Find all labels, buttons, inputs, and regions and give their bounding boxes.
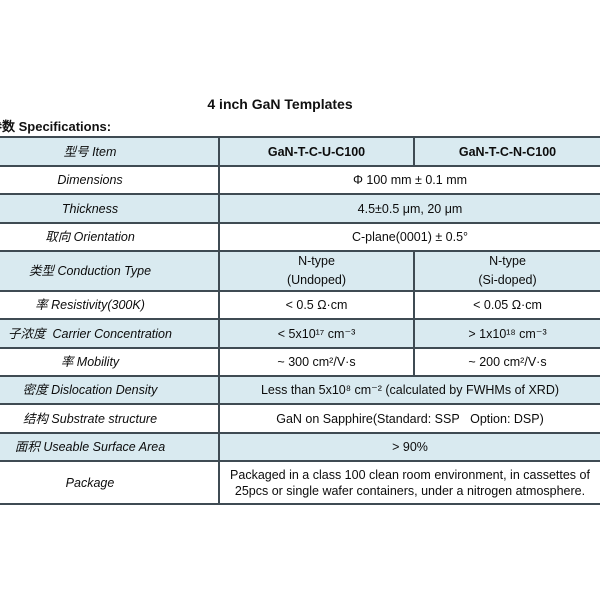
spec-value-resistivity-b: < 0.05 Ω·cm [413,290,600,320]
spec-value-conduction-b: N-type (Si-doped) [413,250,600,292]
table-row-mobility: 率 Mobility ~ 300 cm²/V·s ~ 200 cm²/V·s [0,347,600,377]
conduction-b-line2: (Si-doped) [478,273,537,287]
spec-value-substrate-structure: GaN on Sapphire(Standard: SSP Option: DS… [218,403,600,434]
table-row-resistivity: 率 Resistivity(300K) < 0.5 Ω·cm < 0.05 Ω·… [0,290,600,320]
page-title: 4 inch GaN Templates [207,96,353,112]
spec-label-carrier-concentration: 子浓度 Carrier Concentration [0,318,220,349]
table-row-orientation: 取向 Orientation C-plane(0001) ± 0.5° [0,222,600,252]
spec-value-dimensions: Φ 100 mm ± 0.1 mm [218,165,600,195]
header-item-label: 型号 Item [0,136,220,167]
spec-label-useable-surface-area: 面积 Useable Surface Area [0,432,220,462]
package-line1: Packaged in a class 100 clean room envir… [230,467,590,482]
spec-value-package: Packaged in a class 100 clean room envir… [218,460,600,505]
spec-value-mobility-b: ~ 200 cm²/V·s [413,347,600,377]
spec-value-carrier-a: < 5x10¹⁷ cm⁻³ [218,318,415,349]
table-row-useable-surface-area: 面积 Useable Surface Area > 90% [0,432,600,462]
table-row-substrate-structure: 结构 Substrate structure GaN on Sapphire(S… [0,403,600,434]
table-row-conduction-type: 类型 Conduction Type N-type (Undoped) N-ty… [0,250,600,292]
spec-value-orientation: C-plane(0001) ± 0.5° [218,222,600,252]
spec-value-mobility-a: ~ 300 cm²/V·s [218,347,415,377]
package-line2: 25pcs or single wafer containers, under … [234,483,586,498]
table-row-thickness: Thickness 4.5±0.5 μm, 20 μm [0,193,600,224]
spec-value-carrier-b: > 1x10¹⁸ cm⁻³ [413,318,600,349]
spec-label-conduction-type: 类型 Conduction Type [0,250,220,292]
table-row-carrier-concentration: 子浓度 Carrier Concentration < 5x10¹⁷ cm⁻³ … [0,318,600,349]
spec-value-useable-surface-area: > 90% [218,432,600,462]
spec-value-resistivity-a: < 0.5 Ω·cm [218,290,415,320]
conduction-b-line1: N-type [489,254,526,268]
table-row-dislocation-density: 密度 Dislocation Density Less than 5x10⁸ c… [0,375,600,405]
conduction-a-line1: N-type [298,254,335,268]
column-header-model-b: GaN-T-C-N-C100 [413,136,600,167]
specifications-table: 型号 Item GaN-T-C-U-C100 GaN-T-C-N-C100 Di… [0,136,600,505]
spec-value-thickness: 4.5±0.5 μm, 20 μm [218,193,600,224]
spec-label-thickness: Thickness [0,193,220,224]
conduction-a-line2: (Undoped) [286,273,347,287]
spec-label-dislocation-density: 密度 Dislocation Density [0,375,220,405]
spec-label-substrate-structure: 结构 Substrate structure [0,403,220,434]
section-label: 参数 Specifications: [0,119,112,134]
spec-value-dislocation-density: Less than 5x10⁸ cm⁻² (calculated by FWHM… [218,375,600,405]
spec-label-package: Package [0,460,220,505]
spec-label-mobility: 率 Mobility [0,347,220,377]
table-row-dimensions: Dimensions Φ 100 mm ± 0.1 mm [0,165,600,195]
spec-label-orientation: 取向 Orientation [0,222,220,252]
spec-label-dimensions: Dimensions [0,165,220,195]
spec-value-conduction-a: N-type (Undoped) [218,250,415,292]
spec-label-resistivity: 率 Resistivity(300K) [0,290,220,320]
column-header-model-a: GaN-T-C-U-C100 [218,136,415,167]
table-row-package: Package Packaged in a class 100 clean ro… [0,460,600,505]
table-row-header: 型号 Item GaN-T-C-U-C100 GaN-T-C-N-C100 [0,136,600,167]
